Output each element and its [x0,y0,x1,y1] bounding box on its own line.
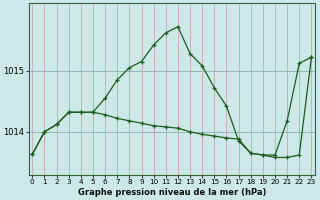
X-axis label: Graphe pression niveau de la mer (hPa): Graphe pression niveau de la mer (hPa) [78,188,266,197]
